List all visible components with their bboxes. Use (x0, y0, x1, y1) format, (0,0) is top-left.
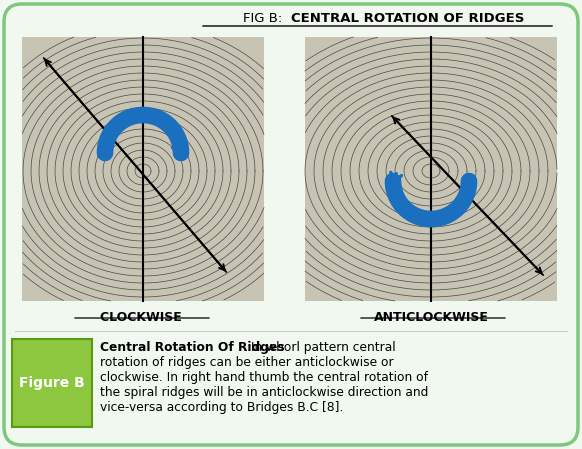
Text: vice-versa according to Bridges B.C [8].: vice-versa according to Bridges B.C [8]. (100, 401, 343, 414)
Text: CLOCKWISE: CLOCKWISE (100, 311, 186, 324)
Text: Central Rotation Of Ridges: Central Rotation Of Ridges (100, 341, 285, 354)
Text: CENTRAL ROTATION OF RIDGES: CENTRAL ROTATION OF RIDGES (291, 13, 524, 26)
FancyBboxPatch shape (22, 37, 264, 301)
FancyBboxPatch shape (12, 339, 92, 427)
Text: Figure B: Figure B (19, 376, 85, 390)
FancyBboxPatch shape (4, 4, 578, 445)
FancyBboxPatch shape (305, 37, 557, 301)
Text: rotation of ridges can be either anticlockwise or: rotation of ridges can be either anticlo… (100, 356, 393, 369)
Text: In whorl pattern central: In whorl pattern central (247, 341, 396, 354)
Text: clockwise. In right hand thumb the central rotation of: clockwise. In right hand thumb the centr… (100, 371, 428, 384)
Text: the spiral ridges will be in anticlockwise direction and: the spiral ridges will be in anticlockwi… (100, 386, 428, 399)
Text: ANTICLOCKWISE: ANTICLOCKWISE (374, 311, 488, 324)
Text: FIG B:: FIG B: (243, 13, 291, 26)
